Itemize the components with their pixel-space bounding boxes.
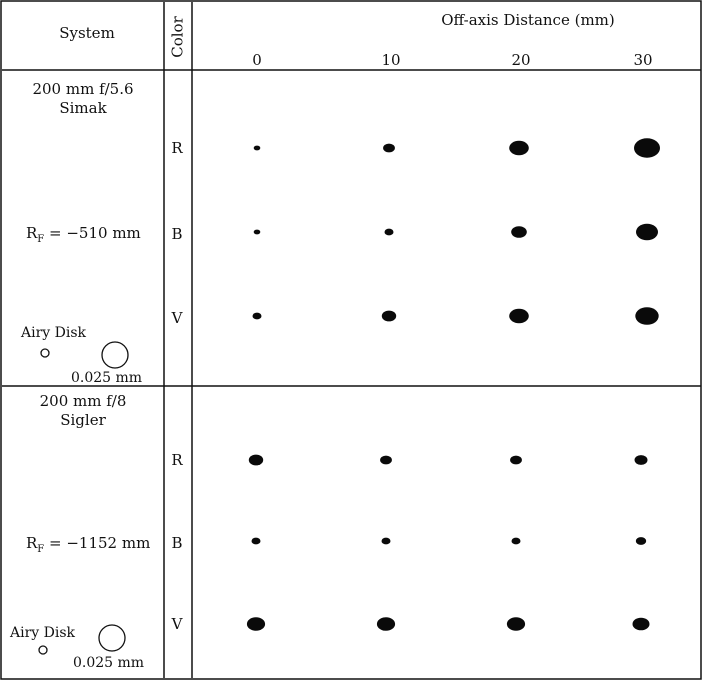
spot-mark: [511, 226, 527, 238]
rf-symbol: R: [26, 534, 38, 552]
spot-mark: [506, 617, 526, 631]
rf-subscript: F: [37, 234, 45, 245]
airy-disk-small-icon: [40, 348, 50, 358]
spot-mark: [634, 455, 648, 465]
spot-mark: [252, 312, 262, 320]
spot-mark: [634, 138, 660, 158]
rf-symbol: R: [26, 224, 38, 242]
distance-label: 10: [381, 51, 401, 69]
spot-mark: [510, 455, 522, 465]
spot-mark: [380, 455, 392, 465]
rf-parameter: RF = −510 mm: [26, 226, 141, 245]
color-label-v: V: [171, 615, 183, 633]
airy-disk-label: Airy Disk: [10, 625, 76, 641]
spot-mark: [253, 145, 261, 151]
spot-mark: [509, 308, 529, 324]
spot-mark: [376, 617, 396, 631]
header-system: System: [59, 24, 115, 42]
spot-mark: [253, 229, 261, 235]
scale-label: 0.025 mm: [73, 655, 145, 671]
color-label-v: V: [171, 309, 183, 327]
rf-subscript: F: [37, 544, 45, 555]
header-color: Color: [168, 16, 187, 58]
distance-label: 20: [511, 51, 531, 69]
rf-value: = −510 mm: [44, 224, 141, 242]
rf-value: = −1152 mm: [44, 534, 151, 552]
spot-mark: [511, 537, 521, 545]
airy-disk-label: Airy Disk: [21, 325, 87, 341]
spot-group: [246, 138, 660, 631]
spot-mark: [246, 617, 266, 631]
distance-label: 0: [252, 51, 262, 69]
spot-mark: [636, 223, 658, 241]
airy-disk-scale-circle-icon: [101, 341, 129, 369]
spot-mark: [381, 310, 397, 322]
spot-mark: [381, 537, 391, 545]
header-offaxis-title: Off-axis Distance (mm): [441, 11, 615, 29]
rf-parameter: RF = −1152 mm: [26, 536, 150, 555]
color-label-b: B: [171, 225, 183, 243]
system-name-line1: 200 mm f/5.6: [32, 80, 134, 98]
spot-mark: [632, 617, 650, 631]
spot-mark: [384, 228, 394, 236]
spot-mark: [251, 537, 261, 545]
spot-mark: [635, 537, 647, 545]
distance-label: 30: [633, 51, 653, 69]
scale-label: 0.025 mm: [71, 370, 143, 386]
system-name-line2: Sigler: [60, 411, 106, 429]
system-name-line1: 200 mm f/8: [39, 392, 127, 410]
airy-disk-scale-circle-icon: [98, 624, 126, 652]
spot-mark: [383, 143, 395, 153]
color-label-r: R: [171, 139, 183, 157]
spot-mark: [509, 140, 529, 156]
color-label-b: B: [171, 534, 183, 552]
spot-mark: [248, 454, 264, 466]
spot-mark: [635, 307, 659, 325]
system-name-line2: Simak: [59, 99, 107, 117]
airy-disk-small-icon: [38, 645, 48, 655]
color-label-r: R: [171, 451, 183, 469]
